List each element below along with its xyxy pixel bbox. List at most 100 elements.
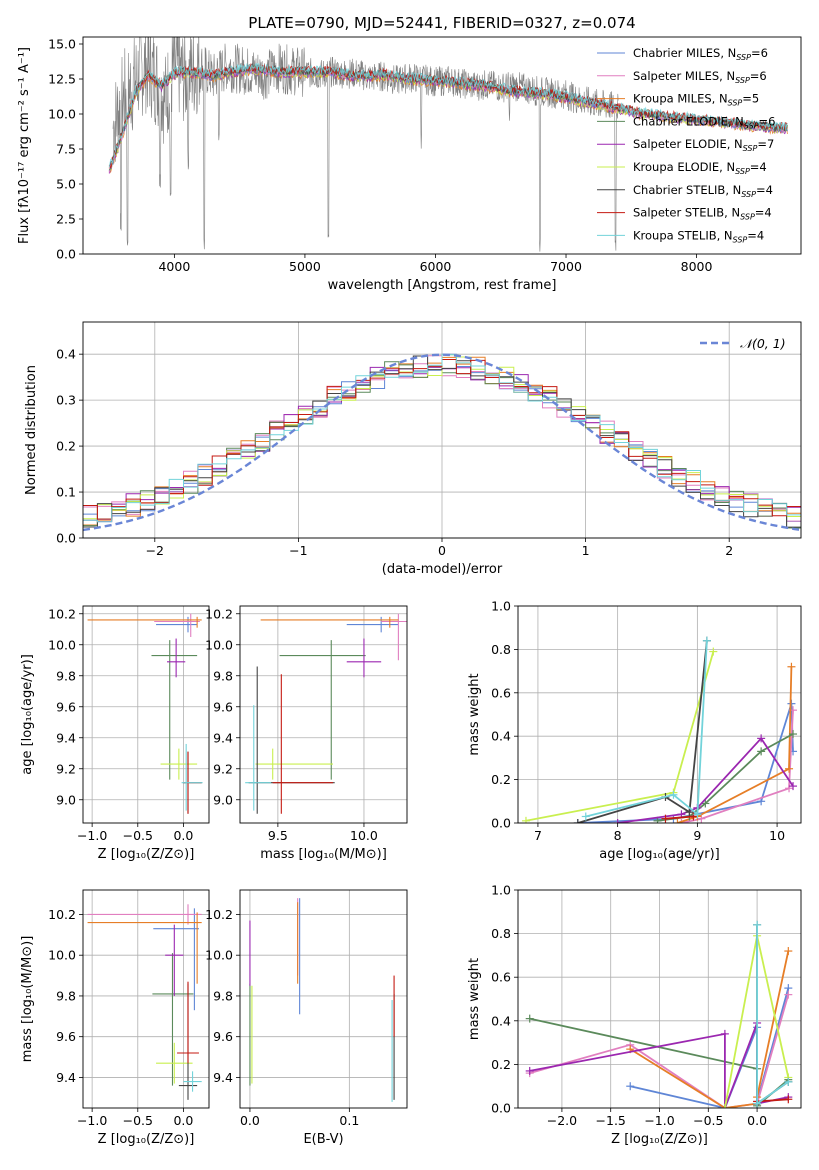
x-axis-label: Z [log₁₀(Z/Z⊙)] [611,1132,708,1147]
y-tick-label: 2.5 [56,212,76,227]
y-tick-label: 9.8 [56,668,76,683]
y-tick-label: 9.6 [213,1029,233,1044]
y-tick-label: 9.2 [213,761,233,776]
x-tick-label: −1.0 [77,828,107,843]
legend-label: Salpeter ELODIE, NSSP=7 [633,137,774,153]
errorbar-chabrier_elodie [152,953,194,1086]
model-spectrum-kroupa_stelib [108,62,788,168]
errorbar-chabrier_elodie [279,640,366,780]
errorbar-kroupa_elodie [255,748,333,780]
y-tick-label: 0.0 [491,816,511,831]
y-tick-label: 9.4 [56,1070,76,1085]
y-tick-label: 10.2 [205,907,233,922]
point-marker [693,810,702,819]
y-tick-label: 0.0 [56,531,76,546]
point-marker [709,647,718,656]
histogram-kroupa_stelib [83,354,801,523]
series-salpeter_miles [681,710,794,823]
errorbar-salpeter_elodie [167,638,186,678]
x-axis-label: Z [log₁₀(Z/Z⊙)] [98,1132,195,1147]
panel-massweight_vs_Z: −2.0 −1.5 −1.0 −0.5 0.0 0.0 0.2 0.4 0.6 0.8 1.0 Z [… [467,883,802,1147]
series-kroupa_miles [677,666,793,823]
y-tick-label: 10.0 [48,107,76,122]
point-marker [573,819,582,823]
legend-label: Chabrier STELIB, NSSP=4 [633,183,773,199]
errorbar-chabrier_elodie [151,640,198,780]
y-tick-label: 9.6 [56,699,76,714]
point-marker [581,812,590,821]
y-tick-label: 0.3 [56,393,76,408]
y-tick-label: 0.6 [491,685,511,700]
point-marker [784,947,793,956]
y-tick-label: 5.0 [56,177,76,192]
point-marker [521,816,530,823]
legend-label: Salpeter STELIB, NSSP=4 [633,206,772,222]
errorbar-salpeter_miles [154,613,200,637]
x-tick-label: 7000 [550,259,582,274]
plot-area [245,613,407,814]
plot-area [108,37,788,252]
y-tick-label: 10.2 [205,606,233,621]
point-marker [613,819,622,823]
legend-label: Chabrier ELODIE, NSSP=6 [633,114,775,130]
errorbar-kroupa_elodie [160,748,198,780]
y-tick-label: 9.6 [213,699,233,714]
x-tick-label: 1 [582,543,590,558]
x-axis-label: (data-model)/error [382,562,503,577]
y-tick-label: 10.0 [48,948,76,963]
panel-mass_vs_ebv: 0.0 0.1 9.4 9.6 9.8 10.0 10.2 E(B-V) [205,889,408,1147]
y-tick-label: 7.5 [56,142,76,157]
y-tick-label: 9.2 [56,761,76,776]
y-tick-label: 0.0 [491,1101,511,1116]
ticks: −1.0 −0.5 0.0 9.4 9.6 9.8 10.0 10.2 [48,907,193,1128]
errorbar-kroupa_elodie [156,1042,193,1084]
x-tick-label: 5000 [289,259,321,274]
x-tick-label: −0.5 [693,1113,723,1128]
gridlines [83,606,209,823]
x-tick-label: 10.0 [350,828,378,843]
x-tick-label: −1.5 [596,1113,626,1128]
errorbar-kroupa_miles [87,616,202,628]
axes-frame [239,889,408,1109]
point-marker [784,1095,793,1104]
ticks: −1.0 −0.5 0.0 9.0 9.2 9.4 9.6 9.8 10.0 10.2 [48,606,193,843]
errorbar-kroupa_stelib [183,1071,202,1092]
point-marker [701,799,710,808]
point-marker [525,1066,534,1075]
y-tick-label: 0.8 [491,926,511,941]
plot-area [83,353,801,532]
x-tick-label: 7 [534,828,542,843]
x-tick-label: −0.5 [123,828,153,843]
x-axis-label: Z [log₁₀(Z/Z⊙)] [98,847,195,862]
errorbar-kroupa_miles [87,912,202,984]
legend: Chabrier MILES, NSSP=6 Salpeter MILES, NS… [597,46,775,244]
y-tick-label: 9.0 [213,792,233,807]
panel-age_vs_Z: −1.0 −0.5 0.0 9.0 9.2 9.4 9.6 9.8 10.0 10.2 Z [log… [20,605,210,862]
y-tick-label: 10.2 [48,907,76,922]
x-tick-label: 0.1 [339,1113,359,1128]
normal-curve [83,353,801,532]
legend: 𝒩(0, 1) [700,336,786,351]
point-marker [753,1099,762,1108]
plot-area [87,613,203,814]
panel-massweight_vs_age: 7 8 9 10 0.0 0.2 0.4 0.6 0.8 1.0 age [log₁₀(age/yr… [467,599,802,862]
panel-residuals: −2 −1 0 1 2 0.0 0.1 0.2 0.3 0.4 (data-model)/error… [24,321,802,577]
y-tick-label: 9.8 [56,988,76,1003]
point-marker [673,819,682,823]
gridlines [518,605,801,824]
y-tick-label: 0.2 [491,1057,511,1072]
x-axis-label: wavelength [Angstrom, rest frame] [328,278,557,293]
point-marker [685,808,694,817]
y-tick-label: 9.6 [56,1029,76,1044]
histogram-salpeter_stelib [83,359,801,520]
errorbar-salpeter_elodie [165,924,184,996]
point-marker [784,1077,793,1086]
point-marker [669,790,678,799]
point-marker [677,819,686,823]
y-tick-label: 10.0 [205,637,233,652]
y-tick-label: 10.0 [48,637,76,652]
point-marker [757,734,766,743]
point-marker [720,1104,729,1108]
x-tick-label: 0.0 [173,1113,193,1128]
